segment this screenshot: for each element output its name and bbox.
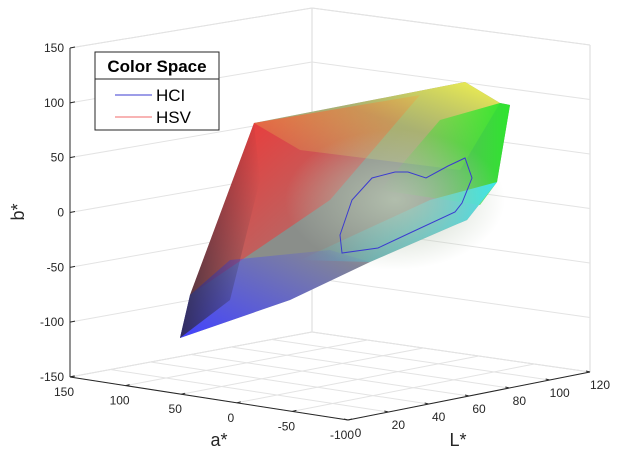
tick-l: [424, 402, 429, 405]
tick-l: [545, 378, 550, 381]
grid-line-l: [311, 331, 591, 373]
tick-b: [69, 101, 76, 104]
grid-line-l: [190, 354, 470, 397]
tick-b: [69, 211, 76, 213]
tick-l: [384, 410, 389, 413]
legend-hsv-label: HSV: [156, 108, 192, 127]
tick-label-b: 150: [44, 41, 64, 55]
hci-outline: [339, 157, 473, 254]
grid-line-l: [110, 369, 389, 413]
legend-hci-label: HCI: [156, 86, 185, 105]
hsv-surface: [180, 82, 510, 338]
tick-label-l: 80: [513, 394, 527, 408]
grid-line-b-left: [69, 7, 313, 49]
tick-label-a: 100: [110, 394, 130, 408]
tick-label-b: 0: [57, 206, 64, 220]
tick-label-l: 40: [432, 410, 446, 424]
tick-b: [69, 265, 76, 268]
tick-a: [347, 418, 353, 421]
tick-a: [292, 409, 297, 412]
tick-b: [69, 46, 76, 49]
tick-l: [343, 418, 349, 421]
tick-l: [505, 386, 510, 389]
tick-a: [236, 401, 241, 404]
tick-label-b: -100: [40, 315, 64, 329]
tick-l: [464, 394, 470, 397]
tick-b: [69, 320, 76, 323]
tick-b: [69, 156, 76, 159]
x-axis-label: L*: [449, 430, 466, 450]
hsv-neutral-center: [285, 130, 505, 270]
tick-label-b: -50: [47, 260, 65, 274]
grid-line-b-back: [311, 277, 591, 318]
tick-label-a: 0: [227, 411, 234, 425]
tick-label-a: 150: [54, 385, 74, 399]
tick-label-l: 100: [550, 386, 570, 400]
tick-label-a: 50: [169, 402, 183, 416]
tick-label-l: 0: [355, 426, 362, 440]
tick-label-l: 20: [392, 418, 406, 432]
legend-title: Color Space: [107, 57, 206, 76]
hsv-dark-region: [180, 123, 260, 338]
tick-a: [125, 384, 130, 387]
tick-label-l: 60: [472, 402, 486, 416]
tick-a: [69, 375, 75, 378]
tick-label-a: -50: [278, 419, 296, 433]
y-axis-line: [69, 376, 349, 421]
grid-line-l: [231, 346, 510, 389]
tick-label-b: 100: [44, 96, 64, 110]
tick-label-b: 50: [51, 151, 65, 165]
tick-label-l: 120: [590, 378, 610, 392]
grid-line-l: [150, 361, 429, 405]
tick-l: [585, 370, 591, 373]
grid-line-b-back: [311, 61, 591, 100]
y-axis-label: a*: [210, 430, 227, 450]
z-axis-label: b*: [8, 203, 28, 220]
tick-label-a: -100: [330, 428, 354, 442]
legend: Color Space HCI HSV: [94, 51, 220, 131]
grid-line-b-back: [311, 7, 591, 46]
tick-a: [181, 392, 186, 395]
grid-line-l: [271, 339, 550, 381]
tick-label-b: -150: [40, 370, 64, 384]
